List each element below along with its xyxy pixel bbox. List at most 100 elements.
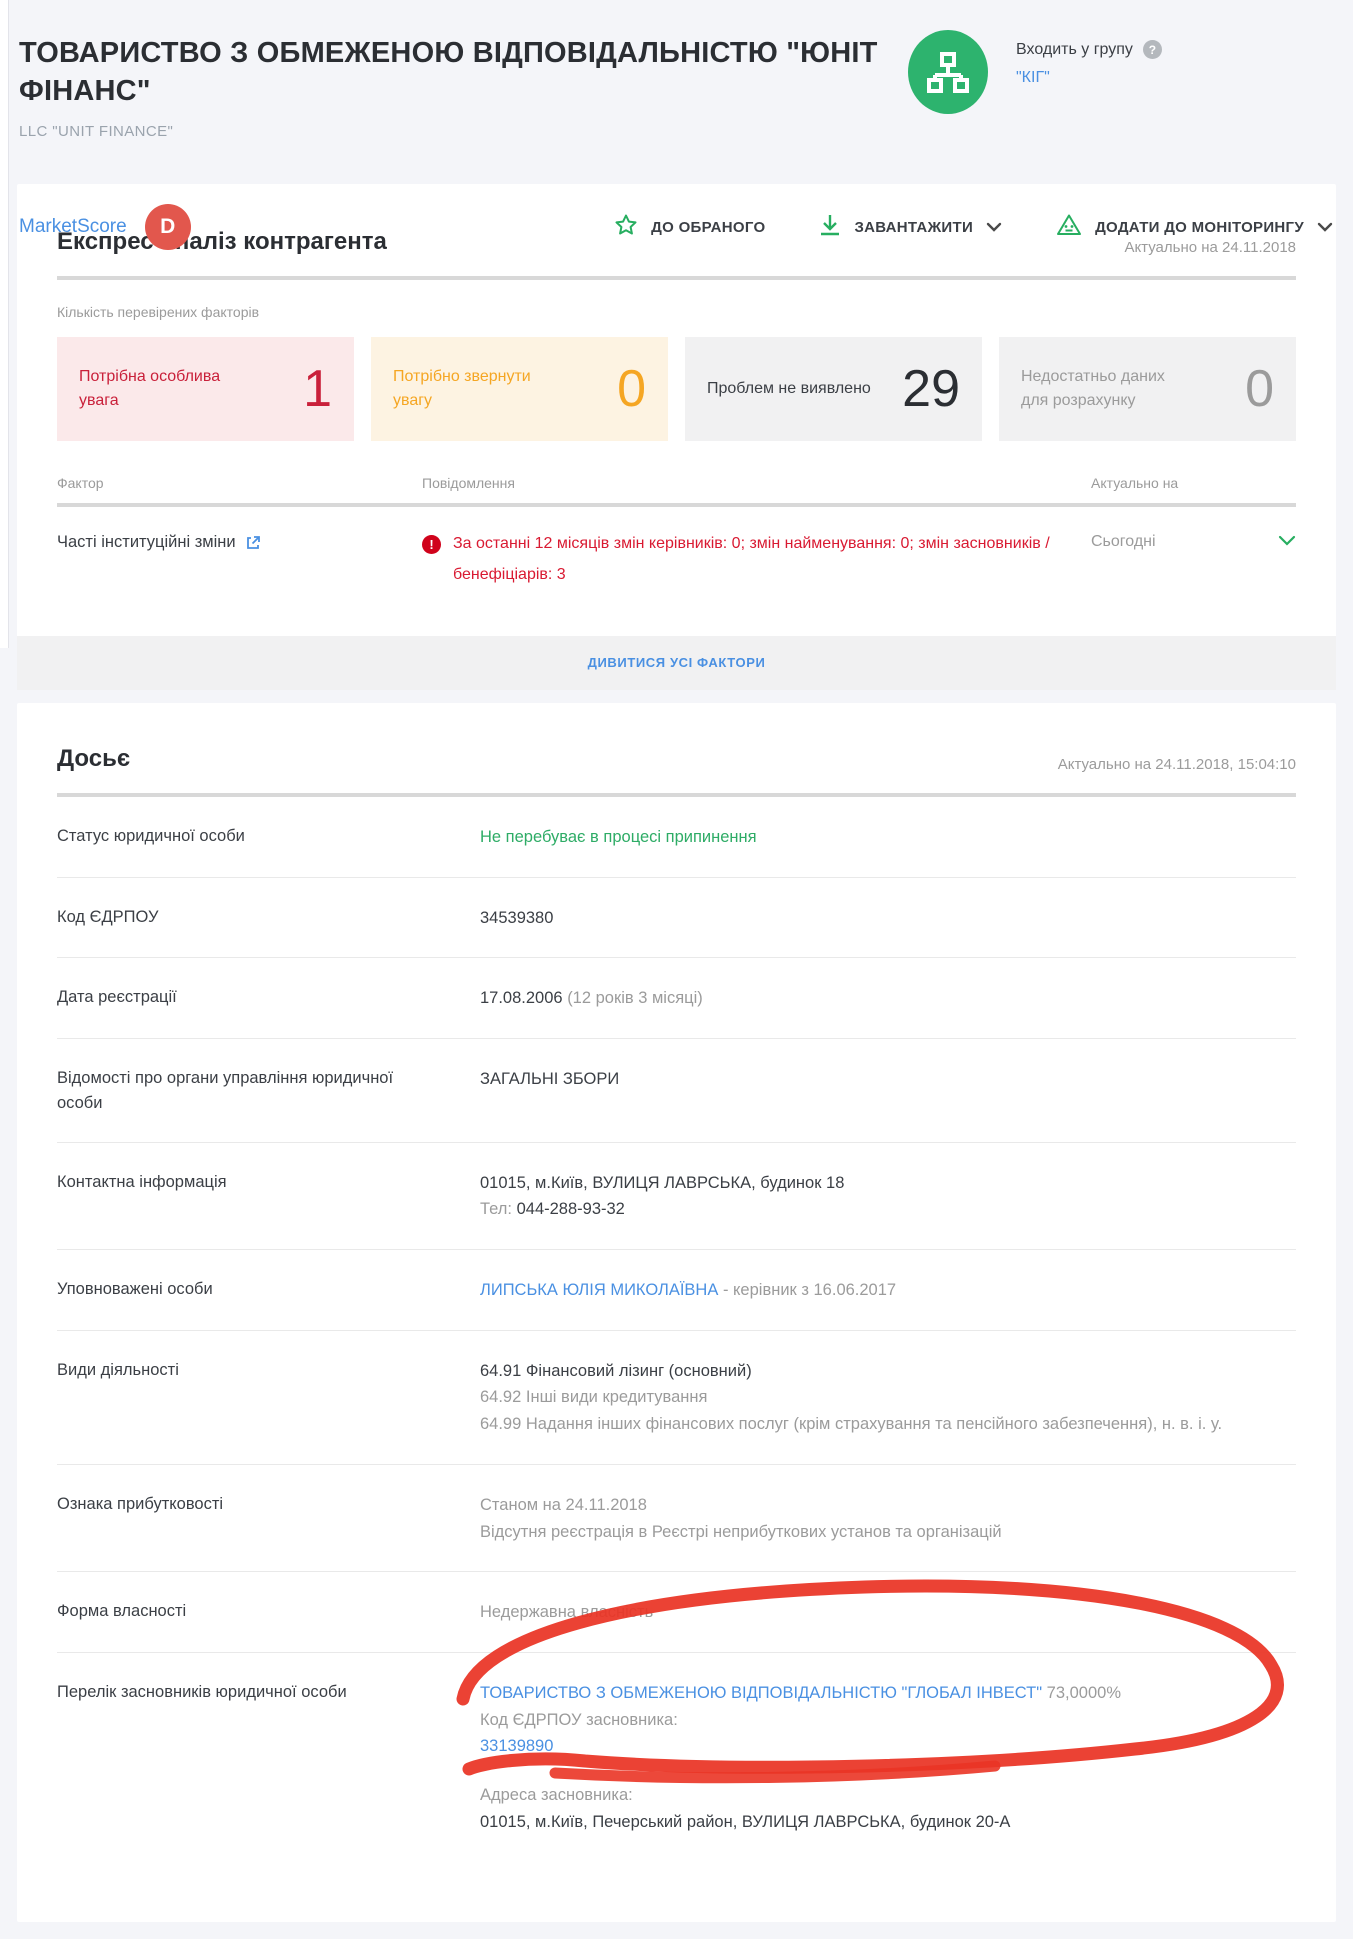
see-all-factors-link[interactable]: ДИВИТИСЯ УСІ ФАКТОРИ	[587, 655, 766, 671]
row-authorized-persons: Уповноважені особи ЛИПСЬКА ЮЛІЯ МИКОЛАЇВ…	[57, 1250, 1296, 1331]
founder-code-label: Код ЄДРПОУ засновника:	[480, 1710, 678, 1729]
row-legal-status: Статус юридичної особи Не перебуває в пр…	[57, 797, 1296, 878]
factor-message: За останні 12 місяців змін керівників: 0…	[453, 534, 1050, 583]
row-edrpou-code: Код ЄДРПОУ 34539380	[57, 878, 1296, 959]
external-link-icon[interactable]	[245, 535, 261, 556]
founder-address-label: Адреса засновника:	[480, 1786, 633, 1805]
box-needs-attention: Потрібно звернути увагу 0	[371, 336, 668, 441]
row-label: Код ЄДРПОУ	[57, 907, 159, 926]
express-analysis-card: Експрес-аналіз контрагента Актуально на …	[17, 183, 1336, 690]
box-value: 0	[617, 359, 646, 418]
row-contact-info: Контактна інформація 01015, м.Київ, ВУЛИ…	[57, 1143, 1296, 1250]
box-label: Потрібно звернути увагу	[393, 368, 531, 409]
chevron-down-icon	[986, 219, 1002, 236]
row-profitability: Ознака прибутковості Станом на 24.11.201…	[57, 1465, 1296, 1573]
col-actual: Актуально на	[1091, 474, 1179, 491]
group-block: Входить у групу ? "КІГ"	[908, 30, 1162, 114]
group-link[interactable]: "КІГ"	[1016, 69, 1050, 86]
row-governing-bodies: Відомості про органи управління юридично…	[57, 1039, 1296, 1143]
governing-bodies-value: ЗАГАЛЬНІ ЗБОРИ	[480, 1070, 620, 1089]
download-icon	[819, 213, 841, 241]
dossier-actual-date: Актуально на 24.11.2018, 15:04:10	[1057, 755, 1296, 773]
star-icon	[614, 213, 638, 241]
actions: ДО ОБРАНОГО ЗАВАНТАЖИТИ	[614, 213, 1333, 241]
company-name-en: LLC "UNIT FINANCE"	[19, 122, 174, 140]
help-icon[interactable]: ?	[1142, 40, 1162, 59]
favorites-label: ДО ОБРАНОГО	[651, 218, 766, 236]
factor-table-header: Фактор Повідомлення Актуально на	[57, 475, 1296, 491]
row-label: Види діяльності	[57, 1360, 179, 1379]
activity-secondary: 64.92 Інші види кредитування	[480, 1388, 708, 1407]
row-registration-date: Дата реєстрації 17.08.2006 (12 років 3 м…	[57, 958, 1296, 1040]
divider	[57, 275, 1296, 280]
box-insufficient-data: Недостатньо даних для розрахунку 0	[999, 336, 1296, 441]
download-label: ЗАВАНТАЖИТИ	[854, 218, 974, 236]
box-no-problems: Проблем не виявлено 29	[685, 336, 982, 441]
phone-value: 044-288-93-32	[516, 1200, 625, 1219]
marketscore-grade-badge[interactable]: D	[144, 204, 191, 250]
profitability-line: Станом на 24.11.2018	[480, 1495, 647, 1514]
marketscore-link[interactable]: MarketScore	[19, 216, 127, 237]
ownership-form-value: Недержавна власність	[480, 1603, 654, 1622]
founder-code-link[interactable]: 33139890	[480, 1737, 554, 1756]
box-label: Проблем не виявлено	[707, 379, 871, 397]
activity-secondary: 64.99 Надання інших фінансових послуг (к…	[480, 1415, 1223, 1434]
favorites-button[interactable]: ДО ОБРАНОГО	[614, 213, 765, 241]
factor-name: Часті інституційні зміни	[57, 532, 236, 551]
row-label: Перелік засновників юридичної особи	[57, 1683, 347, 1702]
page-title: ТОВАРИСТВО З ОБМЕЖЕНОЮ ВІДПОВІДАЛЬНІСТЮ …	[19, 37, 878, 108]
exclamation-icon: !	[422, 534, 441, 554]
factor-expand-chevron[interactable]	[1266, 533, 1296, 590]
founder-address: 01015, м.Київ, Печерський район, ВУЛИЦЯ …	[480, 1812, 1011, 1831]
divider	[57, 792, 1296, 797]
box-value: 0	[1245, 359, 1274, 418]
profitability-line: Відсутня реєстрація в Реєстрі неприбутко…	[480, 1522, 1002, 1541]
express-actual-date: Актуально на 24.11.2018	[1124, 238, 1296, 256]
row-label: Форма власності	[57, 1602, 187, 1621]
group-hierarchy-icon	[908, 30, 988, 114]
see-all-band: ДИВИТИСЯ УСІ ФАКТОРИ	[17, 635, 1336, 690]
phone-label: Тел:	[480, 1200, 512, 1219]
factors-caption: Кількість перевірених факторів	[57, 303, 260, 320]
row-activities: Види діяльності 64.91 Фінансовий лізинг …	[57, 1331, 1296, 1465]
founder-link[interactable]: ТОВАРИСТВО З ОБМЕЖЕНОЮ ВІДПОВІДАЛЬНІСТЮ …	[480, 1684, 1043, 1703]
authorized-person-link[interactable]: ЛИПСЬКА ЮЛІЯ МИКОЛАЇВНА	[480, 1281, 719, 1299]
dossier-card: Досьє Актуально на 24.11.2018, 15:04:10 …	[17, 702, 1336, 1922]
legal-status-value: Не перебуває в процесі припинення	[480, 827, 757, 846]
download-button[interactable]: ЗАВАНТАЖИТИ	[819, 213, 1002, 241]
row-ownership-form: Форма власності Недержавна власність	[57, 1572, 1296, 1654]
registration-date-value: 17.08.2006	[480, 989, 563, 1008]
group-label: Входить у групу	[1016, 40, 1133, 58]
edrpou-value: 34539380	[480, 908, 554, 927]
row-founders: Перелік засновників юридичної особи ТОВА…	[57, 1579, 1296, 1862]
box-label: Потрібна особлива увага	[79, 368, 221, 409]
row-label: Ознака прибутковості	[57, 1494, 224, 1513]
box-value: 1	[303, 359, 332, 418]
monitoring-button[interactable]: ДОДАТИ ДО МОНІТОРИНГУ	[1056, 213, 1333, 241]
box-special-attention: Потрібна особлива увага 1	[57, 336, 354, 441]
page-header: ТОВАРИСТВО З ОБМЕЖЕНОЮ ВІДПОВІДАЛЬНІСТЮ …	[0, 0, 1353, 140]
activity-primary: 64.91 Фінансовий лізинг (основний)	[480, 1361, 752, 1380]
founder-share: 73,0000%	[1046, 1684, 1121, 1703]
chevron-down-icon	[1317, 219, 1333, 236]
col-factor: Фактор	[57, 474, 104, 491]
contact-address: 01015, м.Київ, ВУЛИЦЯ ЛАВРСЬКА, будинок …	[480, 1173, 845, 1192]
divider	[57, 502, 1296, 507]
col-message: Повідомлення	[422, 474, 515, 491]
score-actions-row: MarketScore D ДО ОБРАНОГО	[19, 204, 1333, 250]
express-title: Експрес-аналіз контрагента	[57, 227, 387, 255]
authorized-person-note: - керівник з 16.06.2017	[722, 1281, 897, 1299]
dossier-title: Досьє	[57, 744, 131, 772]
box-label: Недостатньо даних для розрахунку	[1021, 368, 1165, 409]
monitoring-label: ДОДАТИ ДО МОНІТОРИНГУ	[1095, 218, 1304, 236]
factor-summary-boxes: Потрібна особлива увага 1 Потрібно зверн…	[57, 336, 1296, 441]
monitoring-icon	[1056, 213, 1082, 241]
registration-age-note: (12 років 3 місяці)	[567, 989, 703, 1008]
left-edge-strip	[0, 0, 9, 648]
row-label: Контактна інформація	[57, 1172, 227, 1191]
row-label: Уповноважені особи	[57, 1280, 213, 1298]
factor-actual: Сьогодні	[1091, 532, 1156, 550]
factor-row: Часті інституційні зміни ! За	[57, 507, 1296, 620]
row-label: Відомості про органи управління юридично…	[57, 1069, 394, 1112]
